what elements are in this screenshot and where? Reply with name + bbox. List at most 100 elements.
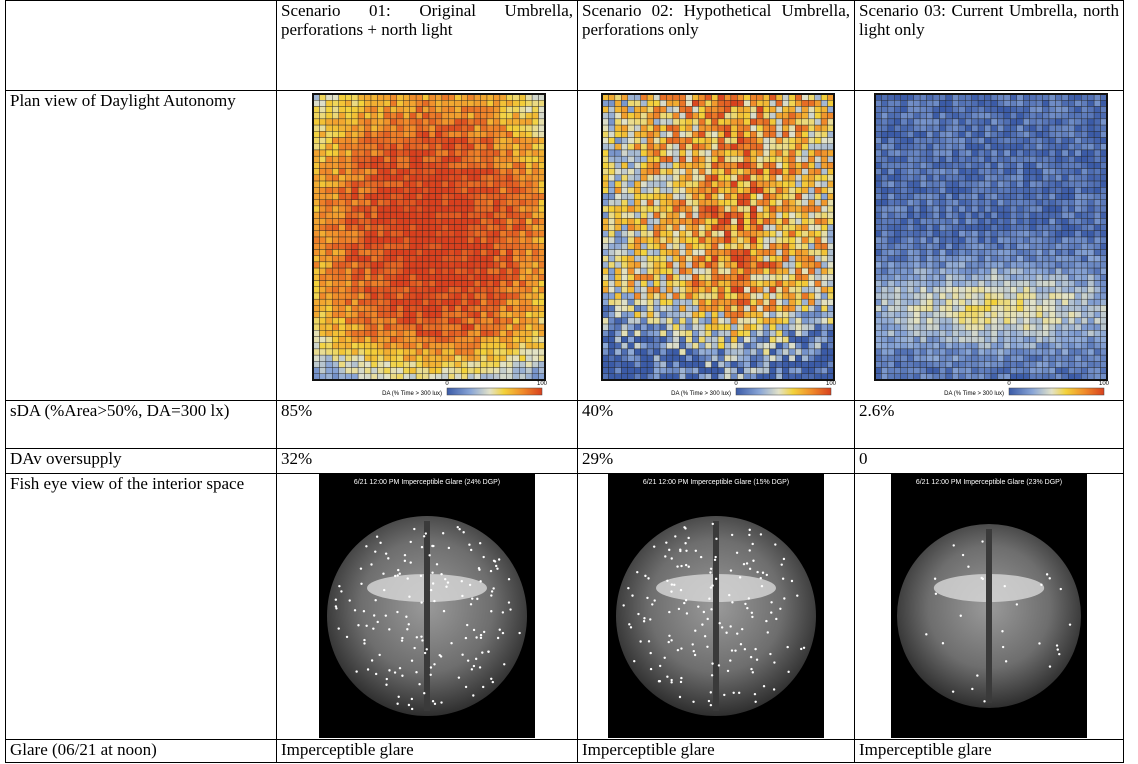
- heatmap-cell: [1055, 256, 1061, 262]
- heatmap-cell: [821, 318, 827, 324]
- heatmap-cell: [737, 274, 743, 280]
- heatmap-cell: [1068, 268, 1074, 274]
- heatmap-cell: [978, 324, 984, 330]
- heatmap-cell: [914, 336, 920, 342]
- heatmap-cell: [319, 237, 325, 243]
- heatmap-cell: [487, 281, 493, 287]
- heatmap-cell: [939, 125, 945, 131]
- heatmap-cell: [493, 274, 499, 280]
- heatmap-cell: [647, 162, 653, 168]
- heatmap-cell: [959, 225, 965, 231]
- heatmap-cell: [326, 225, 332, 231]
- heatmap-cell: [737, 281, 743, 287]
- heatmap-cell: [1094, 162, 1100, 168]
- heatmap-cell: [776, 312, 782, 318]
- heatmap-cell: [461, 299, 467, 305]
- heatmap-cell: [770, 281, 776, 287]
- heatmap-cell: [985, 330, 991, 336]
- heatmap-cell: [448, 125, 454, 131]
- heatmap-cell: [673, 237, 679, 243]
- heatmap-cell: [679, 206, 685, 212]
- heatmap-cell: [339, 318, 345, 324]
- heatmap-cell: [692, 287, 698, 293]
- heatmap-cell: [468, 113, 474, 119]
- heatmap-cell: [673, 231, 679, 237]
- heatmap-cell: [1036, 225, 1042, 231]
- heatmap-cell: [332, 125, 338, 131]
- heatmap-cell: [641, 162, 647, 168]
- heatmap-cell: [410, 193, 416, 199]
- heatmap-cell: [881, 268, 887, 274]
- heatmap-cell: [952, 138, 958, 144]
- heatmap-cell: [513, 312, 519, 318]
- heatmap-cell: [474, 131, 480, 137]
- heatmap-cell: [1055, 262, 1061, 268]
- heatmap-cell: [416, 144, 422, 150]
- heatmap-cell: [474, 361, 480, 367]
- heatmap-cell: [1088, 349, 1094, 355]
- heatmap-cell: [731, 281, 737, 287]
- heatmap-cell: [358, 287, 364, 293]
- heatmap-cell: [997, 368, 1003, 374]
- heatmap-cell: [894, 262, 900, 268]
- heatmap-cell: [744, 150, 750, 156]
- heatmap-cell: [1010, 113, 1016, 119]
- heatmap-cell: [377, 144, 383, 150]
- heatmap-cell: [634, 225, 640, 231]
- heatmap-cell: [1043, 355, 1049, 361]
- heatmap-cell: [403, 113, 409, 119]
- heatmap-cell: [526, 100, 532, 106]
- heatmap-cell: [448, 144, 454, 150]
- heatmap-cell: [1049, 181, 1055, 187]
- heatmap-cell: [815, 293, 821, 299]
- heatmap-cell: [615, 100, 621, 106]
- heatmap-cell: [474, 218, 480, 224]
- heatmap-cell: [410, 330, 416, 336]
- heatmap-cell: [410, 361, 416, 367]
- heatmap-cell: [410, 268, 416, 274]
- heatmap-cell: [397, 150, 403, 156]
- heatmap-cell: [628, 100, 634, 106]
- heatmap-cell: [997, 169, 1003, 175]
- heatmap-cell: [403, 206, 409, 212]
- heatmap-cell: [699, 318, 705, 324]
- heatmap-cell: [673, 243, 679, 249]
- heatmap-cell: [429, 212, 435, 218]
- heatmap-cell: [455, 330, 461, 336]
- heatmap-cell: [1023, 100, 1029, 106]
- heatmap-cell: [1068, 281, 1074, 287]
- heatmap-cell: [377, 119, 383, 125]
- heatmap-cell: [802, 318, 808, 324]
- heatmap-cell: [371, 336, 377, 342]
- heatmap-cell: [679, 349, 685, 355]
- heatmap-cell: [519, 299, 525, 305]
- heatmap-cell: [345, 336, 351, 342]
- heatmap-cell: [532, 169, 538, 175]
- heatmap-cell: [660, 256, 666, 262]
- heatmap-cell: [763, 131, 769, 137]
- heatmap-cell: [757, 231, 763, 237]
- heatmap-cell: [641, 181, 647, 187]
- heatmap-cell: [1004, 218, 1010, 224]
- heatmap-cell: [933, 343, 939, 349]
- heatmap-cell: [965, 343, 971, 349]
- heatmap-cell: [481, 206, 487, 212]
- heatmap-cell: [1049, 206, 1055, 212]
- heatmap-cell: [615, 206, 621, 212]
- heatmap-cell: [468, 243, 474, 249]
- heatmap-cell: [493, 156, 499, 162]
- heatmap-cell: [628, 175, 634, 181]
- heatmap-cell: [1004, 243, 1010, 249]
- heatmap-cell: [888, 206, 894, 212]
- heatmap-cell: [319, 231, 325, 237]
- heatmap-cell: [795, 150, 801, 156]
- heatmap-cell: [1010, 237, 1016, 243]
- heatmap-cell: [634, 206, 640, 212]
- heatmap-cell: [888, 274, 894, 280]
- heatmap-cell: [326, 119, 332, 125]
- heatmap-cell: [468, 225, 474, 231]
- heatmap-cell: [654, 113, 660, 119]
- heatmap-cell: [952, 156, 958, 162]
- heatmap-cell: [397, 169, 403, 175]
- heatmap-cell: [789, 256, 795, 262]
